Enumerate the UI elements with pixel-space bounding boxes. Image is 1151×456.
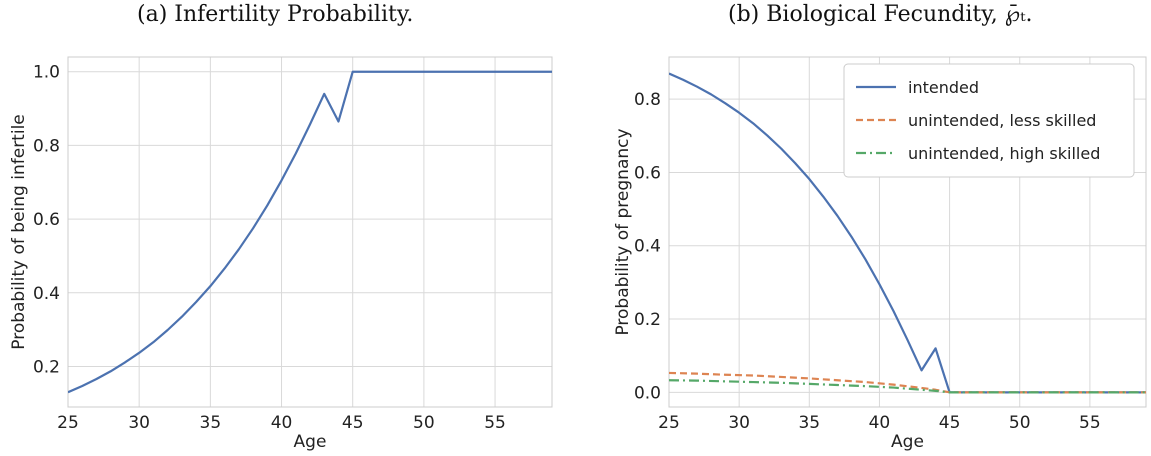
chart-b-xtick-label-6: 55 <box>1079 413 1101 433</box>
chart-b-legend: intended unintended, less skilled unintend… <box>843 63 1135 178</box>
chart-a-ytick-label-0: 0.2 <box>33 357 60 377</box>
chart-a-frame <box>67 56 553 408</box>
chart-b-xlabel: Age <box>891 432 924 452</box>
chart-b-legend-label-2: unintended, high skilled <box>908 144 1100 163</box>
chart-b-series-line-1 <box>669 371 1146 394</box>
chart-b-xtick-label-3: 40 <box>869 413 891 433</box>
chart-b-frame <box>668 56 1147 408</box>
chart-a-ytick-label-2: 0.6 <box>33 210 60 230</box>
chart-b-title: (b) Biological Fecundity, ℘̄ₜ. <box>728 2 1033 27</box>
chart-a-xtick-label-5: 50 <box>413 413 435 433</box>
chart-b-legend-label-0: intended <box>908 78 979 97</box>
chart-b: 25 30 35 40 45 50 55 0.0 0.2 0.4 0.6 0.8 Age Probabil… <box>613 56 1147 452</box>
chart-a-xtick-label-4: 45 <box>342 413 364 433</box>
chart-b-series-line-2 <box>669 379 1146 394</box>
chart-b-xtick-label-1: 30 <box>728 413 750 433</box>
chart-a-ytick-label-4: 1.0 <box>33 63 60 83</box>
chart-b-xtick-label-5: 50 <box>1009 413 1031 433</box>
chart-b-ytick-label-4: 0.8 <box>634 90 661 110</box>
chart-b-ytick-label-3: 0.6 <box>634 163 661 183</box>
chart-a: 25 30 35 40 45 50 55 0.2 0.4 0.6 0.8 1.0 Age Probabil… <box>9 56 553 452</box>
chart-a-ylabel: Probability of being infertile <box>9 114 29 350</box>
chart-b-xtick-label-4: 45 <box>939 413 961 433</box>
chart-b-legend-box <box>843 63 1135 178</box>
chart-b-xtick-label-0: 25 <box>658 413 680 433</box>
chart-a-xtick-label-6: 55 <box>484 413 506 433</box>
chart-b-ylabel: Probability of pregnancy <box>613 128 633 335</box>
chart-a-xtick-label-1: 30 <box>128 413 150 433</box>
chart-a-ytick-label-1: 0.4 <box>33 284 60 304</box>
chart-a-title: (a) Infertility Probability. <box>137 2 414 27</box>
chart-b-legend-label-1: unintended, less skilled <box>908 111 1096 130</box>
chart-a-xlabel: Age <box>294 432 327 452</box>
chart-a-xtick-label-2: 35 <box>200 413 222 433</box>
chart-b-ytick-label-2: 0.4 <box>634 237 661 257</box>
chart-a-series-line-0 <box>68 70 552 394</box>
chart-b-ytick-label-1: 0.2 <box>634 310 661 330</box>
chart-a-xtick-label-3: 40 <box>271 413 293 433</box>
chart-b-xtick-label-2: 35 <box>798 413 820 433</box>
chart-a-ytick-label-3: 0.8 <box>33 136 60 156</box>
chart-b-ytick-label-0: 0.0 <box>634 383 661 403</box>
chart-a-xtick-label-0: 25 <box>57 413 79 433</box>
